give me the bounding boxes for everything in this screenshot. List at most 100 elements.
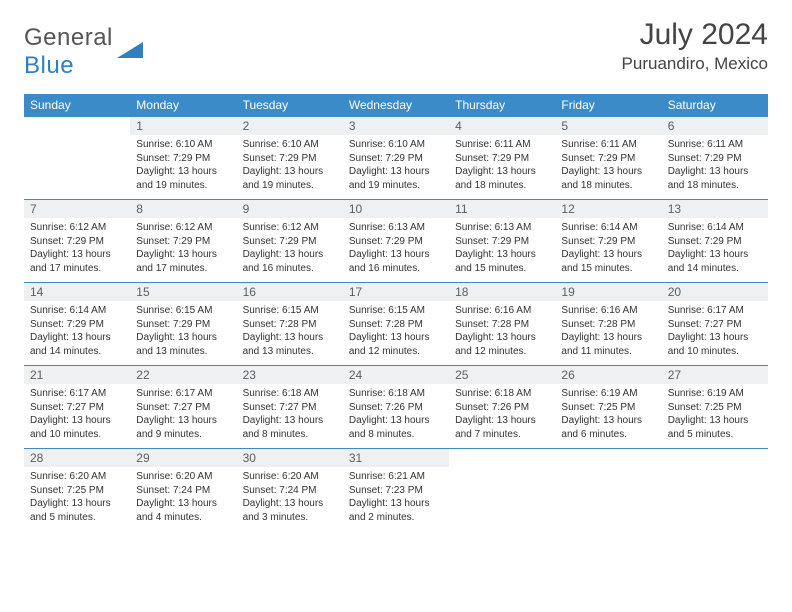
day-line-ss: Sunset: 7:24 PM — [243, 484, 337, 498]
day-number: 20 — [662, 283, 768, 301]
day-line-ss: Sunset: 7:26 PM — [349, 401, 443, 415]
day-number: 10 — [343, 200, 449, 218]
day-number: 4 — [449, 117, 555, 135]
day-line-ss: Sunset: 7:23 PM — [349, 484, 443, 498]
day-detail: Sunrise: 6:11 AMSunset: 7:29 PMDaylight:… — [662, 135, 768, 196]
logo-general: General — [24, 24, 113, 51]
day-detail: Sunrise: 6:12 AMSunset: 7:29 PMDaylight:… — [130, 218, 236, 279]
weekday-header: Wednesday — [343, 94, 449, 117]
day-detail: Sunrise: 6:11 AMSunset: 7:29 PMDaylight:… — [555, 135, 661, 196]
day-line-sr: Sunrise: 6:19 AM — [561, 387, 655, 401]
day-line-sr: Sunrise: 6:18 AM — [349, 387, 443, 401]
day-detail: Sunrise: 6:10 AMSunset: 7:29 PMDaylight:… — [343, 135, 449, 196]
day-line-sr: Sunrise: 6:11 AM — [668, 138, 762, 152]
day-line-d1: Daylight: 13 hours — [30, 248, 124, 262]
day-line-ss: Sunset: 7:29 PM — [455, 152, 549, 166]
day-number: 26 — [555, 366, 661, 384]
day-line-d2: and 13 minutes. — [136, 345, 230, 359]
calendar-body: 1Sunrise: 6:10 AMSunset: 7:29 PMDaylight… — [24, 117, 768, 532]
calendar-row: 21Sunrise: 6:17 AMSunset: 7:27 PMDayligh… — [24, 366, 768, 449]
day-number: 14 — [24, 283, 130, 301]
day-line-d1: Daylight: 13 hours — [668, 331, 762, 345]
day-line-sr: Sunrise: 6:15 AM — [243, 304, 337, 318]
day-line-d2: and 18 minutes. — [561, 179, 655, 193]
day-line-d2: and 10 minutes. — [668, 345, 762, 359]
day-line-d1: Daylight: 13 hours — [455, 331, 549, 345]
day-line-d1: Daylight: 13 hours — [561, 165, 655, 179]
day-line-sr: Sunrise: 6:15 AM — [136, 304, 230, 318]
calendar-cell — [555, 449, 661, 532]
weekday-header: Monday — [130, 94, 236, 117]
calendar-cell: 25Sunrise: 6:18 AMSunset: 7:26 PMDayligh… — [449, 366, 555, 449]
day-line-d2: and 18 minutes. — [455, 179, 549, 193]
day-line-d2: and 10 minutes. — [30, 428, 124, 442]
day-line-sr: Sunrise: 6:15 AM — [349, 304, 443, 318]
day-line-ss: Sunset: 7:29 PM — [243, 235, 337, 249]
day-line-sr: Sunrise: 6:14 AM — [30, 304, 124, 318]
calendar-cell: 30Sunrise: 6:20 AMSunset: 7:24 PMDayligh… — [237, 449, 343, 532]
day-number: 5 — [555, 117, 661, 135]
day-number: 29 — [130, 449, 236, 467]
day-number: 6 — [662, 117, 768, 135]
day-line-d1: Daylight: 13 hours — [668, 248, 762, 262]
location: Puruandiro, Mexico — [622, 54, 768, 74]
calendar-cell: 3Sunrise: 6:10 AMSunset: 7:29 PMDaylight… — [343, 117, 449, 200]
calendar-cell: 2Sunrise: 6:10 AMSunset: 7:29 PMDaylight… — [237, 117, 343, 200]
calendar-cell: 23Sunrise: 6:18 AMSunset: 7:27 PMDayligh… — [237, 366, 343, 449]
day-line-sr: Sunrise: 6:12 AM — [136, 221, 230, 235]
day-line-d2: and 13 minutes. — [243, 345, 337, 359]
calendar-cell: 17Sunrise: 6:15 AMSunset: 7:28 PMDayligh… — [343, 283, 449, 366]
day-line-sr: Sunrise: 6:17 AM — [30, 387, 124, 401]
day-line-sr: Sunrise: 6:18 AM — [243, 387, 337, 401]
day-line-d2: and 19 minutes. — [349, 179, 443, 193]
day-line-ss: Sunset: 7:25 PM — [668, 401, 762, 415]
day-detail: Sunrise: 6:12 AMSunset: 7:29 PMDaylight:… — [24, 218, 130, 279]
calendar-cell: 6Sunrise: 6:11 AMSunset: 7:29 PMDaylight… — [662, 117, 768, 200]
day-line-d1: Daylight: 13 hours — [349, 165, 443, 179]
day-line-sr: Sunrise: 6:12 AM — [30, 221, 124, 235]
calendar-cell — [662, 449, 768, 532]
day-detail: Sunrise: 6:15 AMSunset: 7:29 PMDaylight:… — [130, 301, 236, 362]
day-detail: Sunrise: 6:19 AMSunset: 7:25 PMDaylight:… — [662, 384, 768, 445]
day-line-sr: Sunrise: 6:18 AM — [455, 387, 549, 401]
day-detail: Sunrise: 6:13 AMSunset: 7:29 PMDaylight:… — [449, 218, 555, 279]
day-line-d1: Daylight: 13 hours — [243, 414, 337, 428]
day-detail: Sunrise: 6:13 AMSunset: 7:29 PMDaylight:… — [343, 218, 449, 279]
day-line-ss: Sunset: 7:28 PM — [349, 318, 443, 332]
day-line-ss: Sunset: 7:29 PM — [561, 235, 655, 249]
day-line-d2: and 8 minutes. — [349, 428, 443, 442]
logo-triangle-icon — [117, 40, 143, 65]
calendar-cell: 4Sunrise: 6:11 AMSunset: 7:29 PMDaylight… — [449, 117, 555, 200]
logo-text: General Blue — [24, 24, 113, 80]
day-line-d1: Daylight: 13 hours — [561, 248, 655, 262]
calendar-cell: 21Sunrise: 6:17 AMSunset: 7:27 PMDayligh… — [24, 366, 130, 449]
day-line-d1: Daylight: 13 hours — [243, 248, 337, 262]
day-line-d1: Daylight: 13 hours — [30, 414, 124, 428]
calendar-cell: 29Sunrise: 6:20 AMSunset: 7:24 PMDayligh… — [130, 449, 236, 532]
calendar-cell: 19Sunrise: 6:16 AMSunset: 7:28 PMDayligh… — [555, 283, 661, 366]
day-line-d1: Daylight: 13 hours — [455, 414, 549, 428]
day-number: 15 — [130, 283, 236, 301]
day-detail: Sunrise: 6:14 AMSunset: 7:29 PMDaylight:… — [662, 218, 768, 279]
day-line-d1: Daylight: 13 hours — [349, 497, 443, 511]
day-line-ss: Sunset: 7:29 PM — [668, 235, 762, 249]
calendar-cell — [24, 117, 130, 200]
day-line-sr: Sunrise: 6:10 AM — [243, 138, 337, 152]
calendar-cell: 7Sunrise: 6:12 AMSunset: 7:29 PMDaylight… — [24, 200, 130, 283]
day-line-d1: Daylight: 13 hours — [243, 497, 337, 511]
day-detail: Sunrise: 6:19 AMSunset: 7:25 PMDaylight:… — [555, 384, 661, 445]
day-line-ss: Sunset: 7:24 PM — [136, 484, 230, 498]
day-line-ss: Sunset: 7:29 PM — [136, 235, 230, 249]
logo: General Blue — [24, 24, 143, 80]
day-line-d2: and 2 minutes. — [349, 511, 443, 525]
day-line-sr: Sunrise: 6:12 AM — [243, 221, 337, 235]
day-number: 1 — [130, 117, 236, 135]
calendar-cell: 12Sunrise: 6:14 AMSunset: 7:29 PMDayligh… — [555, 200, 661, 283]
day-line-ss: Sunset: 7:27 PM — [136, 401, 230, 415]
day-line-d2: and 8 minutes. — [243, 428, 337, 442]
day-number: 19 — [555, 283, 661, 301]
day-number: 2 — [237, 117, 343, 135]
day-detail: Sunrise: 6:14 AMSunset: 7:29 PMDaylight:… — [24, 301, 130, 362]
day-line-sr: Sunrise: 6:11 AM — [455, 138, 549, 152]
day-line-ss: Sunset: 7:29 PM — [455, 235, 549, 249]
